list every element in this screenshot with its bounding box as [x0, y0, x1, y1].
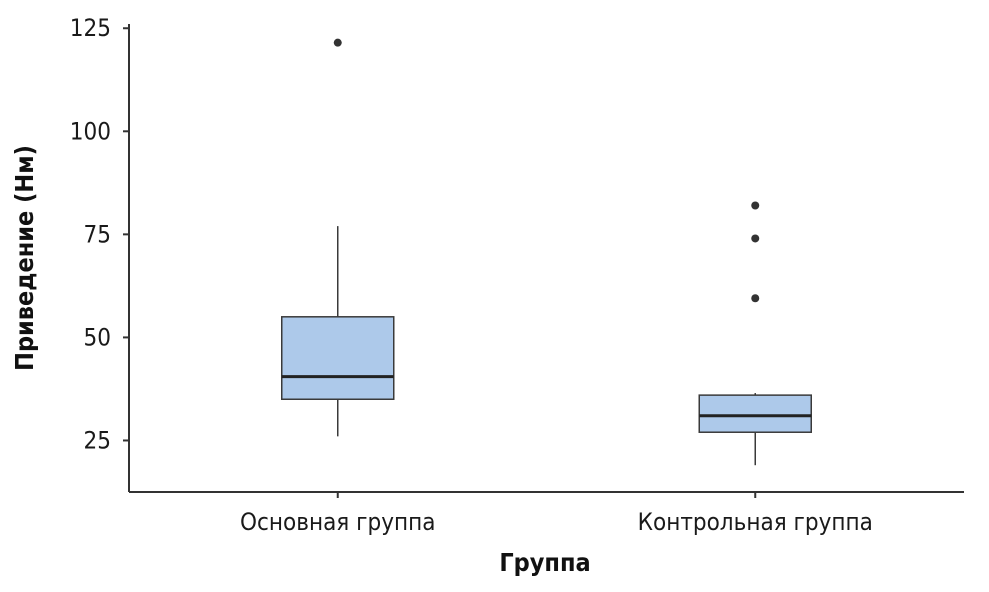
x-axis-title: Группа [499, 548, 590, 577]
outlier-point [751, 234, 760, 243]
outlier-point [751, 294, 760, 303]
y-tick-label: 25 [84, 426, 111, 454]
outlier-point [333, 38, 342, 47]
y-tick-label: 75 [84, 220, 111, 248]
outlier-point [751, 201, 760, 210]
box-group [698, 201, 812, 466]
y-tick-label: 100 [70, 117, 111, 145]
box-group [281, 38, 395, 437]
boxes [281, 38, 812, 466]
y-tick-label: 125 [70, 14, 111, 42]
box [698, 394, 812, 433]
y-tick-label: 50 [84, 323, 111, 351]
x-tick-label: Контрольная группа [638, 508, 873, 536]
y-ticks: 25 50 75 100 125 [70, 14, 129, 454]
box [281, 316, 395, 400]
x-ticks: Основная группа Контрольная группа [240, 492, 873, 536]
axes [128, 24, 964, 493]
x-tick-label: Основная группа [240, 508, 435, 536]
y-axis-title: Приведение (Нм) [10, 145, 39, 371]
